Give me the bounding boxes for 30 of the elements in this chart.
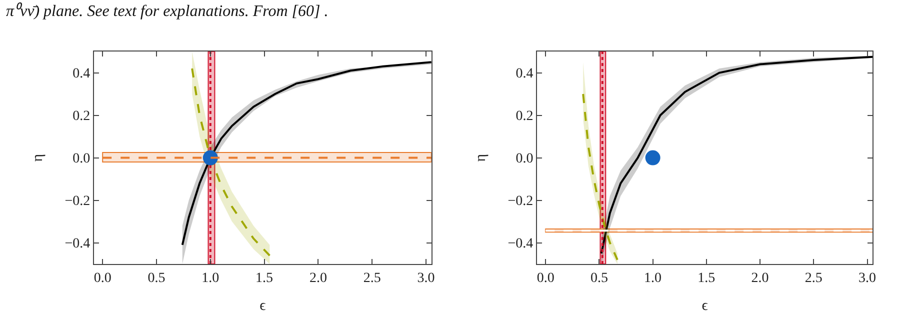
- y-axis-title: η: [473, 154, 490, 162]
- x-tick-label: 3.0: [858, 270, 876, 286]
- x-tick-label: 2.5: [363, 270, 381, 286]
- x-tick-label: 2.0: [309, 270, 327, 286]
- x-tick-label: 1.5: [698, 270, 716, 286]
- y-tick-label: −0.2: [508, 194, 534, 210]
- text: π⁰νν̄) plane. See text for explanations. From [60] .: [6, 2, 328, 20]
- y-tick-label: −0.2: [64, 194, 90, 210]
- y-tick-label: 0.0: [516, 152, 534, 167]
- x-tick-label: 2.5: [804, 270, 822, 286]
- x-tick-label: 1.5: [256, 270, 274, 286]
- x-tick-label: 3.0: [417, 270, 435, 286]
- y-tick-label: −0.4: [64, 236, 90, 252]
- y-tick-label: 0.2: [72, 109, 90, 124]
- y-tick-label: 0.0: [72, 152, 90, 167]
- y-axis-title: η: [30, 154, 46, 162]
- y-tick-label: −0.4: [508, 236, 534, 252]
- x-tick-label: 0.5: [590, 270, 608, 286]
- x-tick-label: 1.0: [202, 270, 220, 286]
- x-axis-title: ϵ: [702, 298, 708, 314]
- x-tick-label: 0.0: [536, 270, 554, 286]
- x-tick-label: 0.5: [148, 270, 166, 286]
- x-tick-label: 2.0: [751, 270, 769, 286]
- y-tick-label: 0.4: [516, 66, 534, 82]
- x-axis-title: ϵ: [260, 298, 266, 314]
- x-tick-label: 1.0: [644, 270, 662, 286]
- y-tick-label: 0.4: [72, 66, 90, 82]
- x-tick-label: 0.0: [94, 270, 112, 286]
- y-tick-label: 0.2: [516, 109, 534, 124]
- line-series: [582, 93, 618, 261]
